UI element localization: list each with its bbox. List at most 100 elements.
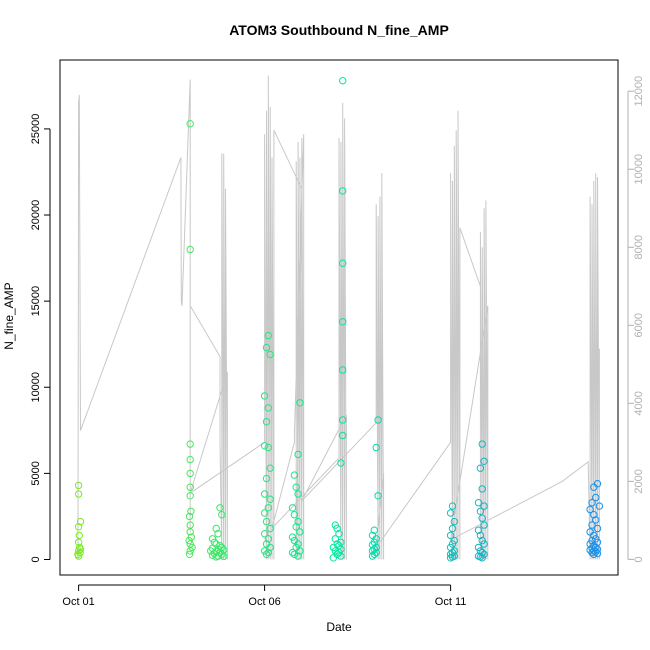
data-point (448, 502, 457, 510)
data-point (288, 548, 297, 557)
data-point (339, 77, 347, 85)
data-point (448, 548, 457, 557)
data-point (262, 418, 271, 426)
data-point (476, 507, 485, 515)
y-axis-label: N_fine_AMP (2, 282, 16, 349)
data-point (335, 530, 343, 538)
data-point (186, 440, 194, 448)
data-point (208, 551, 217, 559)
data-point (186, 245, 194, 254)
data-point (212, 540, 220, 548)
data-point (368, 552, 377, 560)
secondary-y-tick-label: 0 (633, 556, 645, 562)
data-point (260, 530, 269, 538)
data-point (264, 404, 272, 412)
data-point (264, 331, 272, 340)
x-axis-label: Date (326, 620, 352, 634)
data-point (446, 509, 455, 517)
data-point (590, 483, 598, 491)
data-point (264, 535, 272, 543)
data-point (216, 504, 224, 512)
data-point (76, 548, 84, 557)
data-point (187, 507, 195, 515)
y-tick-label: 15000 (30, 286, 42, 317)
data-point (185, 550, 194, 558)
data-point (329, 543, 338, 552)
data-point (595, 502, 604, 510)
data-point (592, 493, 600, 502)
data-point (476, 531, 485, 540)
data-point (266, 524, 274, 533)
data-point (266, 495, 274, 503)
data-point (186, 547, 194, 555)
data-point (266, 543, 274, 552)
data-point (478, 440, 486, 448)
data-point (588, 521, 596, 529)
data-point (294, 517, 302, 526)
y-tick-label: 5000 (30, 461, 42, 485)
data-point (296, 547, 304, 555)
data-point (186, 120, 194, 128)
data-point (292, 523, 300, 531)
data-point (294, 450, 302, 459)
data-point (339, 431, 347, 440)
data-point (593, 524, 602, 533)
data-point (290, 550, 299, 558)
data-point (480, 457, 488, 465)
data-point (262, 474, 271, 483)
data-point (333, 524, 341, 533)
y-tick-label: 10000 (30, 372, 42, 403)
data-point (593, 549, 602, 558)
data-point (586, 505, 594, 514)
data-point (474, 543, 483, 552)
data-point (339, 366, 347, 374)
chart-title: ATOM3 Southbound N_fine_AMP (229, 22, 449, 38)
data-point (339, 187, 347, 195)
data-point (480, 540, 488, 548)
data-point (339, 416, 347, 424)
data-point (260, 392, 269, 400)
data-point (260, 490, 269, 498)
data-point (590, 511, 598, 519)
data-point (588, 548, 596, 557)
y-tick-label: 20000 (30, 200, 42, 231)
data-point (260, 442, 269, 450)
plot-frame (59, 59, 619, 576)
data-point (262, 343, 271, 352)
secondary-y-tick-label: 4000 (633, 391, 645, 415)
data-point (296, 399, 304, 407)
secondary-y-tick-label: 6000 (633, 313, 645, 337)
data-point (218, 511, 226, 519)
data-point (372, 535, 380, 543)
x-tick-label: Oct 06 (248, 596, 280, 608)
data-point (74, 538, 83, 546)
secondary-series-line (77, 75, 600, 560)
data-point (446, 554, 455, 562)
plot-layer: 0 5000 10000 15000 20000 25000 0 2000 4000 6000 80… (30, 59, 645, 608)
data-point (186, 528, 194, 536)
data-point (339, 259, 347, 267)
data-point (474, 499, 483, 507)
data-point (448, 524, 457, 533)
data-point (185, 512, 194, 521)
data-point (478, 485, 486, 493)
data-point (592, 516, 600, 524)
data-point (288, 504, 297, 512)
data-point (260, 509, 269, 517)
data-point (450, 517, 458, 526)
data-point (186, 455, 194, 464)
data-point (262, 517, 271, 526)
data-point (588, 499, 596, 507)
data-point (372, 443, 380, 452)
x-tick-label: Oct 01 (62, 596, 94, 608)
data-point (214, 530, 222, 538)
data-point (292, 483, 300, 491)
data-point (290, 511, 299, 519)
data-point (329, 554, 338, 562)
data-point (374, 492, 382, 500)
data-point (446, 531, 455, 540)
data-point (264, 504, 272, 512)
data-point (212, 524, 220, 533)
